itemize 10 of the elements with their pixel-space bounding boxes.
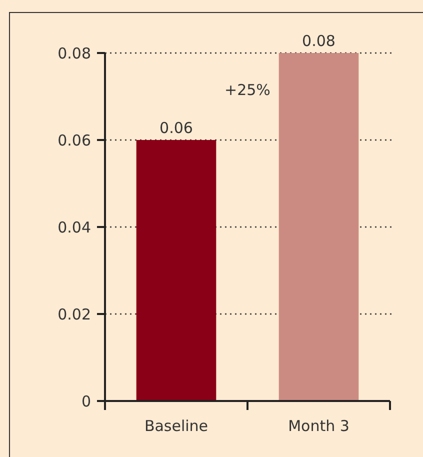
annotation: +25% bbox=[224, 81, 270, 99]
y-tick-label: 0.06 bbox=[58, 131, 91, 150]
y-tick-label: 0.02 bbox=[58, 305, 91, 324]
x-tick-label: Month 3 bbox=[288, 417, 350, 435]
data-label: 0.08 bbox=[302, 32, 336, 50]
x-tick-label: Baseline bbox=[144, 417, 208, 435]
y-tick-label: 0.04 bbox=[58, 218, 91, 236]
y-tick-label: 0.08 bbox=[58, 44, 91, 62]
y-tick-label: 0 bbox=[81, 392, 91, 410]
data-label: 0.06 bbox=[160, 119, 193, 137]
